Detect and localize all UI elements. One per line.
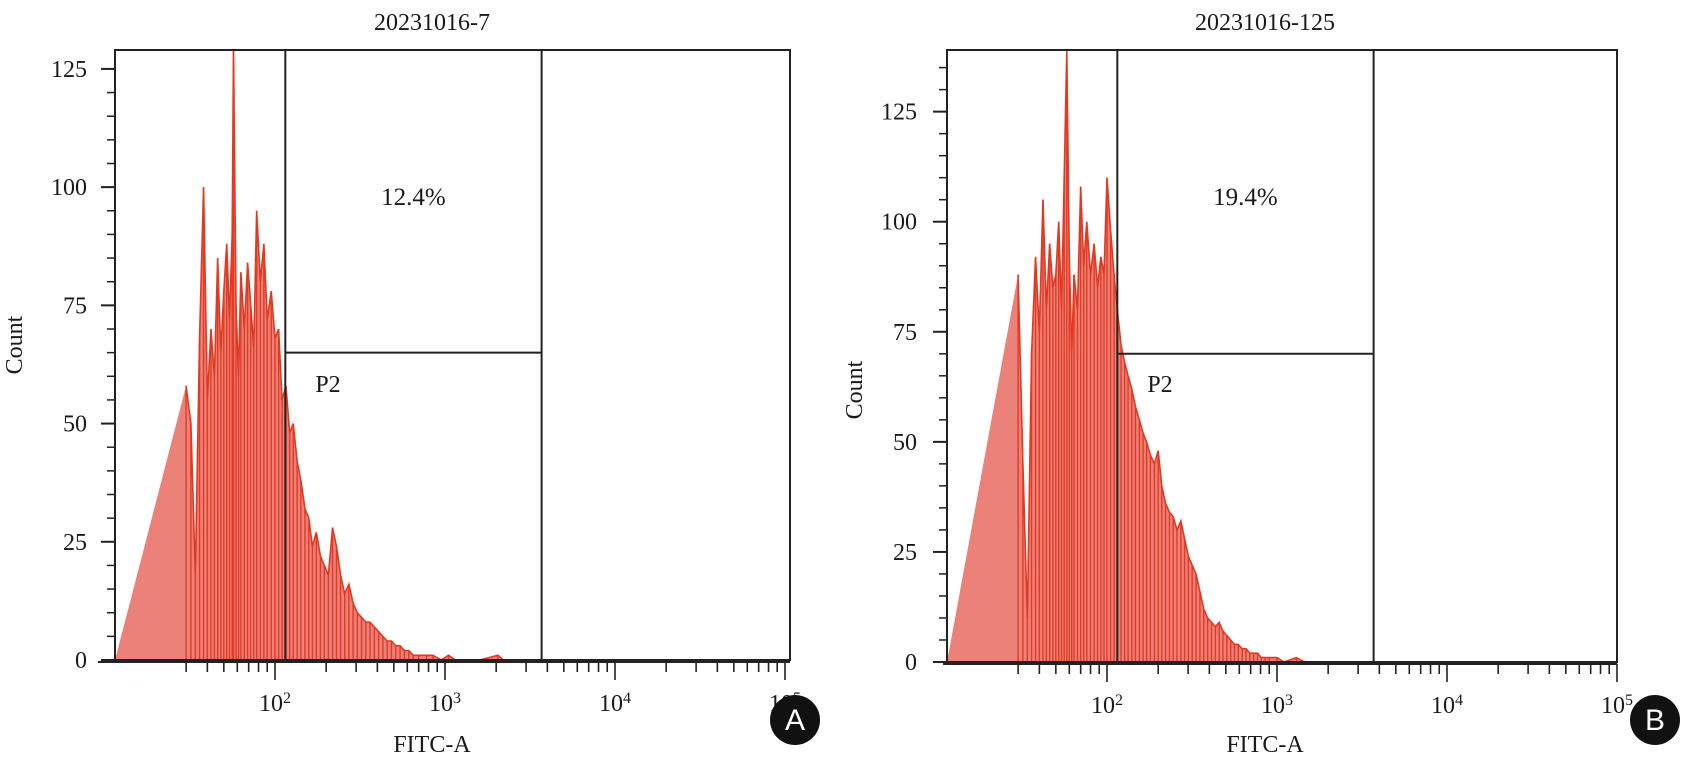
x-axis: 102 103 104 105 [98,661,801,718]
x-ticks [185,662,786,680]
x-tick-label-100000: 105 [1601,692,1633,720]
x-tick-label-1000: 103 [429,690,461,718]
x-axis-label: FITC-A [1226,732,1304,758]
y-tick-label-100: 100 [881,210,917,236]
y-tick-label-75: 75 [63,293,87,319]
y-tick-label-50: 50 [893,430,917,456]
gate-label: P2 [1147,372,1172,398]
y-tick-label-50: 50 [63,412,87,438]
panel-title: 20231016-125 [1195,10,1335,36]
histogram-area [947,50,1305,662]
panel-badge-letter: B [1645,704,1665,737]
histogram-area [115,50,504,660]
x-axis: 102 103 104 105 [943,663,1633,720]
y-major-ticks [101,67,115,661]
panel-title: 20231016-7 [374,10,490,36]
y-tick-label-25: 25 [63,530,87,556]
panel-a: 20231016-7 P2 12.4% 0 25 50 75 100 125 C… [2,10,820,758]
x-tick-label-10000: 104 [1431,692,1463,720]
y-minor-ticks [939,66,947,663]
panel-badge: A [770,695,820,745]
y-tick-label-125: 125 [51,57,87,83]
x-tick-label-100: 102 [1091,692,1123,720]
panel-badge: B [1630,695,1680,745]
y-major-ticks [933,110,947,663]
histogram [115,49,504,661]
y-tick-label-0: 0 [905,650,917,676]
gate-p2 [284,50,543,660]
gate-percent: 12.4% [381,184,446,211]
histogram-bins [185,50,499,660]
y-tick-label-125: 125 [881,100,917,126]
gate-p2 [1116,50,1375,662]
y-tick-label-0: 0 [75,648,87,674]
y-axis: 0 25 50 75 100 125 [51,50,116,674]
y-axis-label: Count [2,315,28,374]
x-tick-label-100: 102 [259,690,291,718]
histogram [947,49,1305,663]
panel-badge-circle [770,695,820,745]
y-axis-label: Count [842,360,868,419]
y-minor-ticks [107,68,115,661]
y-axis: 0 25 50 75 100 125 [881,50,948,676]
histogram-bins [1017,50,1298,662]
panel-b: 20231016-125 P2 19.4% 0 25 50 75 100 125… [842,10,1680,758]
y-tick-label-100: 100 [51,175,87,201]
x-tick-label-10000: 104 [599,690,631,718]
panel-badge-circle [1630,695,1680,745]
y-tick-label-25: 25 [893,540,917,566]
x-axis-label: FITC-A [393,732,471,758]
x-ticks [1017,664,1618,682]
y-tick-label-75: 75 [893,320,917,346]
panel-badge-letter: A [785,704,805,737]
x-tick-label-1000: 103 [1261,692,1293,720]
gate-label: P2 [315,372,340,398]
gate-percent: 19.4% [1213,184,1278,211]
